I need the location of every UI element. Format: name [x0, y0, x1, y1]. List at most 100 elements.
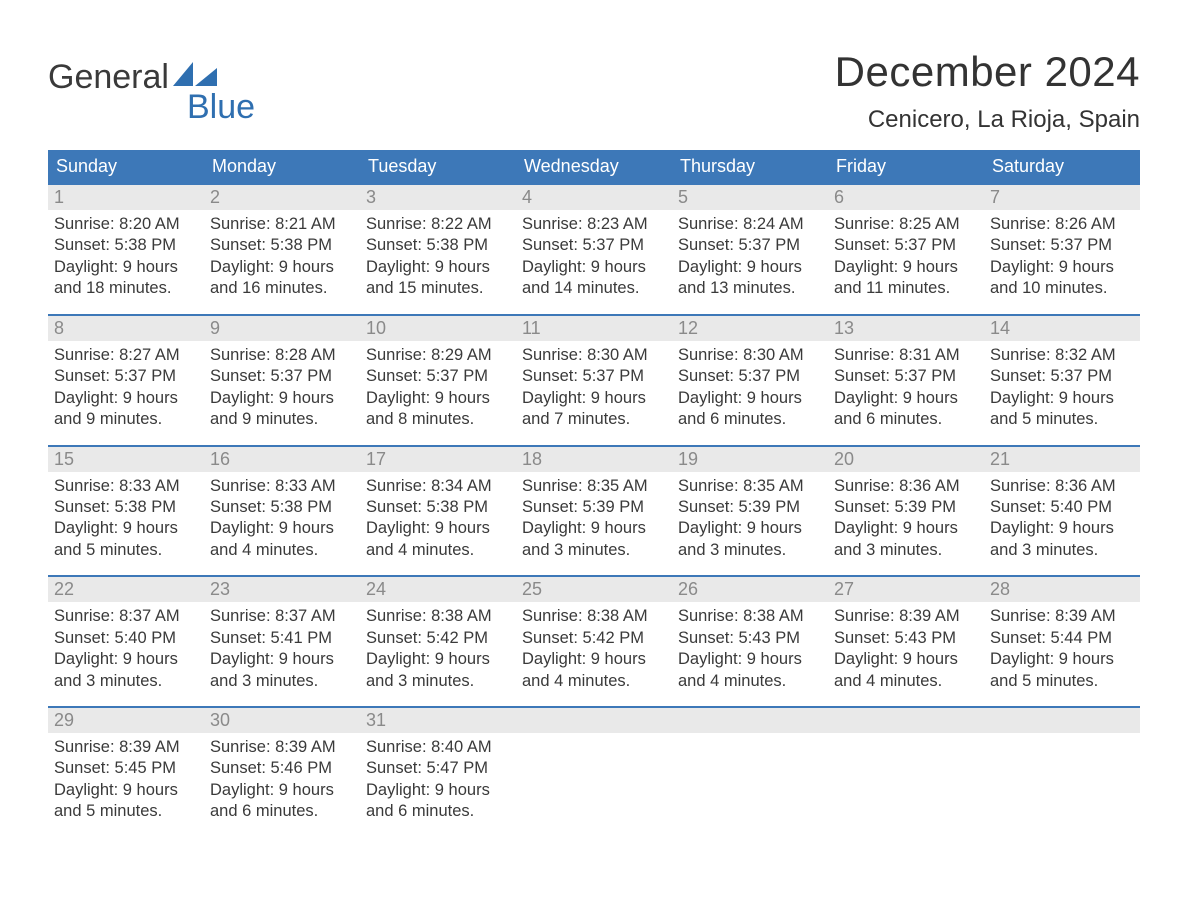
- sunrise-line: Sunrise: 8:37 AM: [54, 606, 198, 627]
- month-title: December 2024: [835, 48, 1140, 96]
- dow-cell: Monday: [204, 150, 360, 183]
- day-body: [984, 733, 1140, 827]
- daylight-line-1: Daylight: 9 hours: [366, 388, 510, 409]
- day-body: Sunrise: 8:28 AMSunset: 5:37 PMDaylight:…: [204, 341, 360, 435]
- sunrise-line: Sunrise: 8:37 AM: [210, 606, 354, 627]
- day-number: 18: [516, 447, 672, 472]
- sunrise-line: Sunrise: 8:29 AM: [366, 345, 510, 366]
- day-number: 13: [828, 316, 984, 341]
- day-body: Sunrise: 8:39 AMSunset: 5:44 PMDaylight:…: [984, 602, 1140, 696]
- day-number: 2: [204, 185, 360, 210]
- dow-cell: Thursday: [672, 150, 828, 183]
- sunrise-line: Sunrise: 8:33 AM: [54, 476, 198, 497]
- sunrise-line: Sunrise: 8:32 AM: [990, 345, 1134, 366]
- daylight-line-1: Daylight: 9 hours: [990, 518, 1134, 539]
- sunset-line: Sunset: 5:47 PM: [366, 758, 510, 779]
- day-number: 10: [360, 316, 516, 341]
- daylight-line-2: and 4 minutes.: [678, 671, 822, 692]
- daylight-line-1: Daylight: 9 hours: [54, 388, 198, 409]
- sunset-line: Sunset: 5:37 PM: [834, 366, 978, 387]
- day-body: Sunrise: 8:31 AMSunset: 5:37 PMDaylight:…: [828, 341, 984, 435]
- sunrise-line: Sunrise: 8:36 AM: [990, 476, 1134, 497]
- daylight-line-1: Daylight: 9 hours: [834, 518, 978, 539]
- sunrise-line: Sunrise: 8:21 AM: [210, 214, 354, 235]
- days-of-week-row: SundayMondayTuesdayWednesdayThursdayFrid…: [48, 150, 1140, 183]
- dow-cell: Saturday: [984, 150, 1140, 183]
- daylight-line-1: Daylight: 9 hours: [990, 649, 1134, 670]
- day-number: 12: [672, 316, 828, 341]
- sunset-line: Sunset: 5:38 PM: [366, 235, 510, 256]
- week-block: 293031 Sunrise: 8:39 AMSunset: 5:45 PMDa…: [48, 706, 1140, 827]
- day-body: Sunrise: 8:39 AMSunset: 5:43 PMDaylight:…: [828, 602, 984, 696]
- daylight-line-2: and 7 minutes.: [522, 409, 666, 430]
- daylight-line-1: Daylight: 9 hours: [210, 649, 354, 670]
- body-row: Sunrise: 8:39 AMSunset: 5:45 PMDaylight:…: [48, 733, 1140, 827]
- week-block: 1234567Sunrise: 8:20 AMSunset: 5:38 PMDa…: [48, 183, 1140, 304]
- body-row: Sunrise: 8:33 AMSunset: 5:38 PMDaylight:…: [48, 472, 1140, 566]
- day-body: Sunrise: 8:35 AMSunset: 5:39 PMDaylight:…: [672, 472, 828, 566]
- day-body: Sunrise: 8:29 AMSunset: 5:37 PMDaylight:…: [360, 341, 516, 435]
- sunset-line: Sunset: 5:38 PM: [210, 235, 354, 256]
- sunset-line: Sunset: 5:37 PM: [210, 366, 354, 387]
- dow-cell: Wednesday: [516, 150, 672, 183]
- body-row: Sunrise: 8:37 AMSunset: 5:40 PMDaylight:…: [48, 602, 1140, 696]
- sunset-line: Sunset: 5:37 PM: [834, 235, 978, 256]
- logo-word-2: Blue: [187, 88, 255, 127]
- daynum-row: 891011121314: [48, 314, 1140, 341]
- day-number: 25: [516, 577, 672, 602]
- day-number: 23: [204, 577, 360, 602]
- daylight-line-1: Daylight: 9 hours: [522, 257, 666, 278]
- daylight-line-1: Daylight: 9 hours: [522, 388, 666, 409]
- sunset-line: Sunset: 5:37 PM: [678, 235, 822, 256]
- title-block: December 2024 Cenicero, La Rioja, Spain: [835, 48, 1140, 146]
- day-number: 30: [204, 708, 360, 733]
- daylight-line-2: and 5 minutes.: [990, 671, 1134, 692]
- daylight-line-1: Daylight: 9 hours: [54, 649, 198, 670]
- daylight-line-1: Daylight: 9 hours: [54, 257, 198, 278]
- day-number: [984, 708, 1140, 733]
- calendar: SundayMondayTuesdayWednesdayThursdayFrid…: [48, 150, 1140, 827]
- sunrise-line: Sunrise: 8:30 AM: [678, 345, 822, 366]
- day-body: Sunrise: 8:37 AMSunset: 5:40 PMDaylight:…: [48, 602, 204, 696]
- day-body: Sunrise: 8:39 AMSunset: 5:45 PMDaylight:…: [48, 733, 204, 827]
- daylight-line-2: and 5 minutes.: [54, 801, 198, 822]
- daylight-line-2: and 3 minutes.: [366, 671, 510, 692]
- sunrise-line: Sunrise: 8:38 AM: [366, 606, 510, 627]
- sunset-line: Sunset: 5:41 PM: [210, 628, 354, 649]
- day-body: Sunrise: 8:30 AMSunset: 5:37 PMDaylight:…: [516, 341, 672, 435]
- dow-cell: Friday: [828, 150, 984, 183]
- day-number: 16: [204, 447, 360, 472]
- daylight-line-1: Daylight: 9 hours: [522, 518, 666, 539]
- daylight-line-2: and 16 minutes.: [210, 278, 354, 299]
- day-number: 22: [48, 577, 204, 602]
- daylight-line-1: Daylight: 9 hours: [990, 388, 1134, 409]
- daylight-line-1: Daylight: 9 hours: [522, 649, 666, 670]
- day-body: Sunrise: 8:35 AMSunset: 5:39 PMDaylight:…: [516, 472, 672, 566]
- day-body: Sunrise: 8:38 AMSunset: 5:42 PMDaylight:…: [516, 602, 672, 696]
- day-body: Sunrise: 8:20 AMSunset: 5:38 PMDaylight:…: [48, 210, 204, 304]
- daylight-line-1: Daylight: 9 hours: [366, 649, 510, 670]
- sunset-line: Sunset: 5:42 PM: [522, 628, 666, 649]
- sunset-line: Sunset: 5:37 PM: [678, 366, 822, 387]
- day-number: 8: [48, 316, 204, 341]
- week-block: 15161718192021Sunrise: 8:33 AMSunset: 5:…: [48, 445, 1140, 566]
- daylight-line-1: Daylight: 9 hours: [678, 388, 822, 409]
- week-block: 22232425262728Sunrise: 8:37 AMSunset: 5:…: [48, 575, 1140, 696]
- sunset-line: Sunset: 5:42 PM: [366, 628, 510, 649]
- day-body: Sunrise: 8:38 AMSunset: 5:42 PMDaylight:…: [360, 602, 516, 696]
- daylight-line-2: and 3 minutes.: [990, 540, 1134, 561]
- sunset-line: Sunset: 5:37 PM: [522, 366, 666, 387]
- daylight-line-2: and 14 minutes.: [522, 278, 666, 299]
- daynum-row: 1234567: [48, 183, 1140, 210]
- daylight-line-2: and 6 minutes.: [834, 409, 978, 430]
- day-body: Sunrise: 8:21 AMSunset: 5:38 PMDaylight:…: [204, 210, 360, 304]
- sunset-line: Sunset: 5:37 PM: [366, 366, 510, 387]
- day-number: [672, 708, 828, 733]
- day-body: Sunrise: 8:40 AMSunset: 5:47 PMDaylight:…: [360, 733, 516, 827]
- day-body: Sunrise: 8:36 AMSunset: 5:39 PMDaylight:…: [828, 472, 984, 566]
- sunrise-line: Sunrise: 8:34 AM: [366, 476, 510, 497]
- day-number: 24: [360, 577, 516, 602]
- sunrise-line: Sunrise: 8:38 AM: [522, 606, 666, 627]
- day-number: 28: [984, 577, 1140, 602]
- sunrise-line: Sunrise: 8:39 AM: [834, 606, 978, 627]
